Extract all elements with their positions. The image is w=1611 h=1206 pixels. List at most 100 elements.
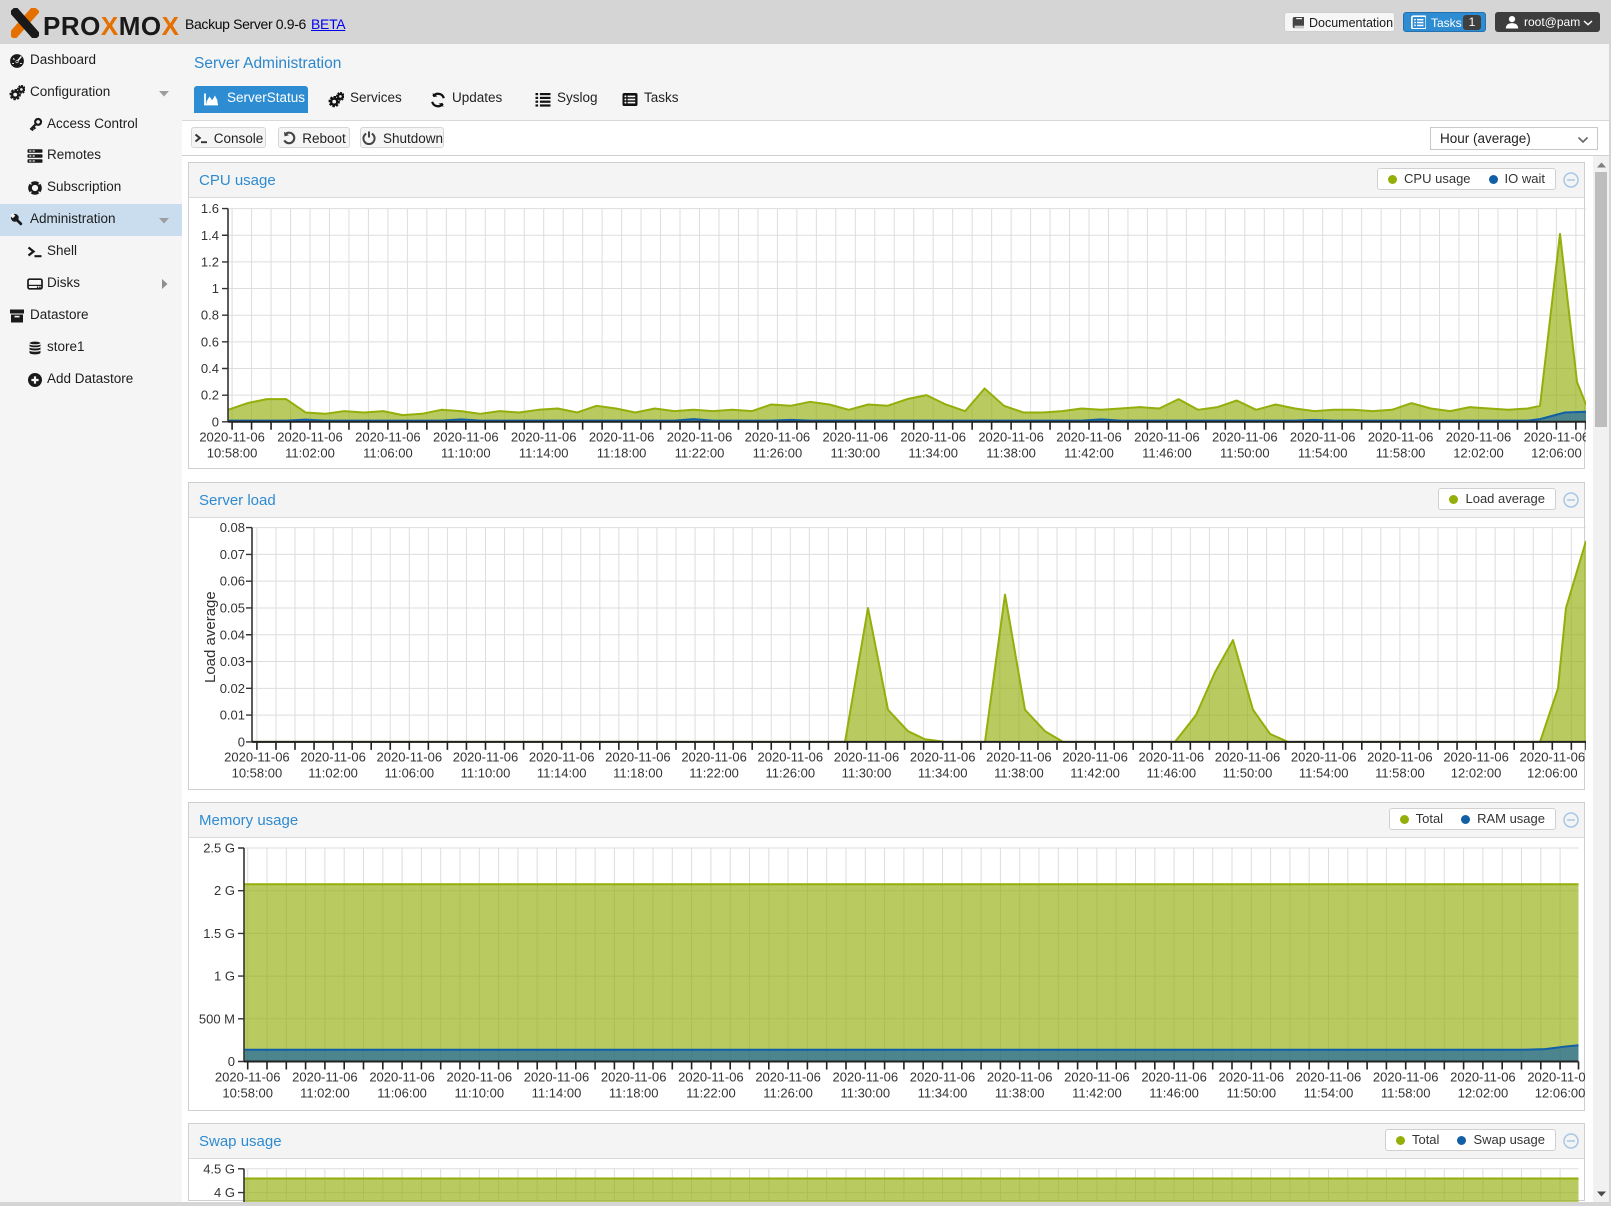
svg-text:2020-11-06: 2020-11-06 [987,1070,1053,1085]
svg-text:0.6: 0.6 [201,334,219,349]
svg-text:12:06:00: 12:06:00 [1535,1086,1586,1101]
svg-text:2020-11-06: 2020-11-06 [1520,750,1586,765]
svg-text:500 M: 500 M [199,1011,235,1026]
svg-text:11:54:00: 11:54:00 [1304,1086,1354,1101]
svg-text:2020-11-06: 2020-11-06 [834,750,900,765]
svg-text:2020-11-06: 2020-11-06 [758,750,824,765]
svg-text:2020-11-06: 2020-11-06 [199,430,265,445]
svg-text:1.4: 1.4 [201,228,219,243]
svg-text:2020-11-06: 2020-11-06 [1064,1070,1130,1085]
svg-text:12:02:00: 12:02:00 [1451,766,1502,781]
svg-text:2020-11-06: 2020-11-06 [1219,1070,1285,1085]
svg-text:11:18:00: 11:18:00 [597,446,647,461]
svg-text:2020-11-06: 2020-11-06 [447,1070,513,1085]
svg-text:0.07: 0.07 [220,547,245,562]
svg-text:2020-11-06: 2020-11-06 [910,1070,976,1085]
svg-text:2020-11-06: 2020-11-06 [823,430,889,445]
svg-text:2020-11-06: 2020-11-06 [292,1070,358,1085]
svg-text:11:50:00: 11:50:00 [1226,1086,1276,1101]
svg-text:2020-11-06: 2020-11-06 [1291,750,1357,765]
svg-text:2020-11-06: 2020-11-06 [667,430,733,445]
svg-text:2020-11-06: 2020-11-06 [300,750,366,765]
svg-text:11:38:00: 11:38:00 [994,766,1044,781]
svg-text:0: 0 [228,1054,235,1069]
svg-text:2020-11-06: 2020-11-06 [369,1070,435,1085]
svg-text:2020-11-06: 2020-11-06 [1443,750,1509,765]
svg-text:11:42:00: 11:42:00 [1064,446,1114,461]
svg-text:10:58:00: 10:58:00 [222,1086,273,1101]
svg-text:2020-11-06: 2020-11-06 [1524,430,1586,445]
svg-text:4.5 G: 4.5 G [203,1161,235,1176]
svg-text:2020-11-06: 2020-11-06 [524,1070,590,1085]
svg-text:2020-11-06: 2020-11-06 [433,430,499,445]
svg-text:11:42:00: 11:42:00 [1072,1086,1122,1101]
svg-text:11:38:00: 11:38:00 [986,446,1036,461]
svg-text:2020-11-06: 2020-11-06 [1062,750,1128,765]
svg-text:2020-11-06: 2020-11-06 [1134,430,1200,445]
svg-text:2020-11-06: 2020-11-06 [1141,1070,1207,1085]
svg-text:2020-11-06: 2020-11-06 [1446,430,1512,445]
svg-text:2020-11-06: 2020-11-06 [453,750,519,765]
svg-text:11:14:00: 11:14:00 [537,766,587,781]
svg-text:1: 1 [212,281,219,296]
svg-text:2020-11-06: 2020-11-06 [986,750,1052,765]
svg-text:2020-11-06: 2020-11-06 [678,1070,744,1085]
svg-text:11:06:00: 11:06:00 [377,1086,427,1101]
svg-text:2020-11-06: 2020-11-06 [1056,430,1122,445]
svg-text:1.6: 1.6 [201,201,219,216]
svg-text:0.04: 0.04 [220,627,245,642]
svg-text:2020-11-06: 2020-11-06 [1527,1070,1586,1085]
svg-text:11:18:00: 11:18:00 [609,1086,659,1101]
svg-text:11:22:00: 11:22:00 [689,766,739,781]
svg-text:2020-11-06: 2020-11-06 [277,430,343,445]
svg-text:11:38:00: 11:38:00 [995,1086,1045,1101]
svg-text:11:50:00: 11:50:00 [1223,766,1273,781]
svg-text:11:22:00: 11:22:00 [686,1086,736,1101]
svg-text:11:02:00: 11:02:00 [300,1086,350,1101]
svg-text:1.5 G: 1.5 G [203,926,235,941]
svg-text:2020-11-06: 2020-11-06 [833,1070,899,1085]
svg-text:1 G: 1 G [214,969,235,984]
svg-text:0.05: 0.05 [220,600,245,615]
svg-text:2020-11-06: 2020-11-06 [1367,750,1433,765]
svg-text:11:30:00: 11:30:00 [830,446,880,461]
svg-text:10:58:00: 10:58:00 [232,766,283,781]
svg-text:11:54:00: 11:54:00 [1299,766,1349,781]
svg-text:2020-11-06: 2020-11-06 [605,750,671,765]
svg-text:11:26:00: 11:26:00 [763,1086,813,1101]
svg-text:2020-11-06: 2020-11-06 [1296,1070,1362,1085]
svg-text:11:34:00: 11:34:00 [918,1086,968,1101]
svg-text:12:02:00: 12:02:00 [1458,1086,1509,1101]
svg-text:0.02: 0.02 [220,681,245,696]
svg-text:2020-11-06: 2020-11-06 [355,430,421,445]
svg-text:2020-11-06: 2020-11-06 [529,750,595,765]
svg-text:10:58:00: 10:58:00 [207,446,258,461]
svg-text:2020-11-06: 2020-11-06 [900,430,966,445]
svg-text:11:14:00: 11:14:00 [519,446,569,461]
svg-text:11:26:00: 11:26:00 [753,446,803,461]
svg-text:12:02:00: 12:02:00 [1453,446,1504,461]
svg-text:11:34:00: 11:34:00 [908,446,958,461]
svg-text:11:06:00: 11:06:00 [363,446,413,461]
svg-text:11:14:00: 11:14:00 [532,1086,582,1101]
svg-text:0.2: 0.2 [201,388,219,403]
svg-text:2020-11-06: 2020-11-06 [755,1070,821,1085]
svg-text:1.2: 1.2 [201,254,219,269]
svg-text:2 G: 2 G [214,883,235,898]
svg-text:11:50:00: 11:50:00 [1220,446,1270,461]
svg-text:2020-11-06: 2020-11-06 [910,750,976,765]
svg-text:2020-11-06: 2020-11-06 [1368,430,1434,445]
svg-text:12:06:00: 12:06:00 [1527,766,1578,781]
svg-text:0: 0 [238,734,245,749]
svg-text:2020-11-06: 2020-11-06 [1215,750,1281,765]
svg-text:11:02:00: 11:02:00 [308,766,358,781]
svg-text:4 G: 4 G [214,1185,235,1200]
svg-text:11:54:00: 11:54:00 [1298,446,1348,461]
svg-text:11:22:00: 11:22:00 [675,446,725,461]
svg-text:2020-11-06: 2020-11-06 [1139,750,1205,765]
svg-text:2020-11-06: 2020-11-06 [377,750,443,765]
svg-text:0: 0 [212,414,219,429]
svg-text:11:02:00: 11:02:00 [285,446,335,461]
svg-text:2020-11-06: 2020-11-06 [1450,1070,1516,1085]
svg-text:11:30:00: 11:30:00 [842,766,892,781]
